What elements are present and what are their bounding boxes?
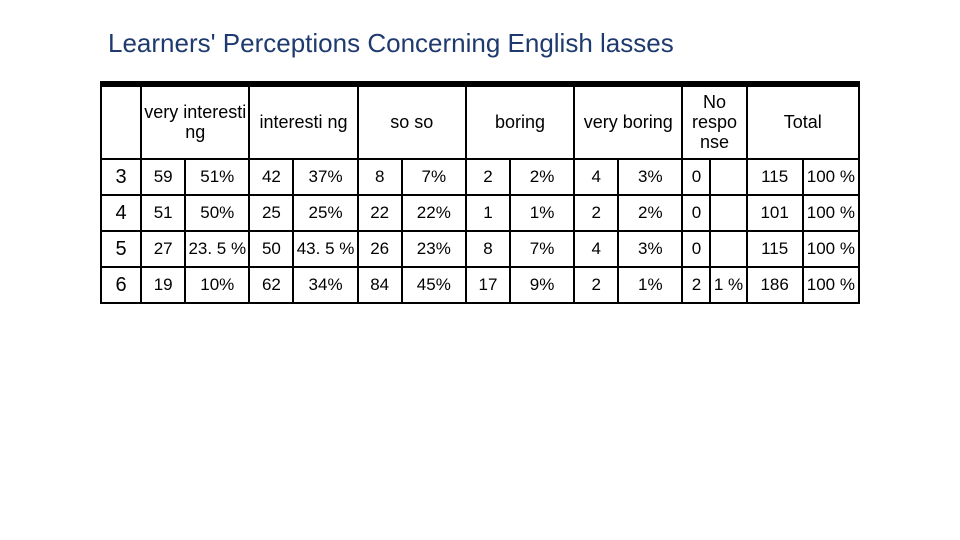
table-cell xyxy=(710,231,746,267)
header-blank xyxy=(101,84,141,159)
header-no-response: No respo nse xyxy=(682,84,746,159)
table-cell: 51 xyxy=(141,195,185,231)
table-cell: 51% xyxy=(185,159,249,195)
table-cell: 7% xyxy=(510,231,574,267)
table-cell: 8 xyxy=(358,159,402,195)
table-cell: 3% xyxy=(618,159,682,195)
table-cell xyxy=(710,195,746,231)
table-cell: 1 % xyxy=(710,267,746,303)
table-cell: 19 xyxy=(141,267,185,303)
table-cell: 25% xyxy=(293,195,357,231)
header-total: Total xyxy=(747,84,859,159)
table-cell: 50% xyxy=(185,195,249,231)
table-cell: 2% xyxy=(618,195,682,231)
table-cell: 34% xyxy=(293,267,357,303)
row-id: 4 xyxy=(101,195,141,231)
table-cell: 84 xyxy=(358,267,402,303)
table-cell xyxy=(710,159,746,195)
table-header: very interesti ng interesti ng so so bor… xyxy=(101,84,859,159)
row-id: 6 xyxy=(101,267,141,303)
table-row: 45150%2525%2222%11%22%0101100 % xyxy=(101,195,859,231)
table-cell: 8 xyxy=(466,231,510,267)
table-cell: 7% xyxy=(402,159,466,195)
header-soso: so so xyxy=(358,84,466,159)
table-cell: 2 xyxy=(466,159,510,195)
table-cell: 100 % xyxy=(803,195,859,231)
header-very-interesting: very interesti ng xyxy=(141,84,249,159)
header-very-boring: very boring xyxy=(574,84,682,159)
table-cell: 115 xyxy=(747,159,803,195)
table-cell: 27 xyxy=(141,231,185,267)
table-cell: 1 xyxy=(466,195,510,231)
table-cell: 115 xyxy=(747,231,803,267)
table-cell: 2 xyxy=(682,267,710,303)
table-cell: 2 xyxy=(574,195,618,231)
table-cell: 0 xyxy=(682,159,710,195)
perceptions-table: very interesti ng interesti ng so so bor… xyxy=(100,81,860,304)
table-cell: 3% xyxy=(618,231,682,267)
table-row: 61910%6234%8445%179%21%21 %186100 % xyxy=(101,267,859,303)
table-cell: 100 % xyxy=(803,231,859,267)
table-cell: 4 xyxy=(574,159,618,195)
table-row: 35951%4237%87%22%43%0 115100 % xyxy=(101,159,859,195)
row-id: 3 xyxy=(101,159,141,195)
table-cell: 62 xyxy=(249,267,293,303)
table-cell: 17 xyxy=(466,267,510,303)
table-cell: 25 xyxy=(249,195,293,231)
table-cell: 50 xyxy=(249,231,293,267)
table-cell: 0 xyxy=(682,231,710,267)
table-cell: 2% xyxy=(510,159,574,195)
table-cell: 22 xyxy=(358,195,402,231)
table-cell: 10% xyxy=(185,267,249,303)
row-id: 5 xyxy=(101,231,141,267)
table-body: 35951%4237%87%22%43%0115100 %45150%2525%… xyxy=(101,159,859,303)
slide: Learners' Perceptions Concerning English… xyxy=(0,0,960,540)
table-cell: 26 xyxy=(358,231,402,267)
table-cell: 1% xyxy=(510,195,574,231)
table-cell: 101 xyxy=(747,195,803,231)
page-title: Learners' Perceptions Concerning English… xyxy=(108,28,860,59)
header-interesting: interesti ng xyxy=(249,84,357,159)
table-row: 52723. 5 %5043. 5 %2623%87%43%0 115100 % xyxy=(101,231,859,267)
header-row: very interesti ng interesti ng so so bor… xyxy=(101,84,859,159)
table-cell: 42 xyxy=(249,159,293,195)
table-cell: 4 xyxy=(574,231,618,267)
header-boring: boring xyxy=(466,84,574,159)
table-cell: 22% xyxy=(402,195,466,231)
table-cell: 37% xyxy=(293,159,357,195)
table-cell: 43. 5 % xyxy=(293,231,357,267)
table-cell: 2 xyxy=(574,267,618,303)
table-cell: 100 % xyxy=(803,159,859,195)
table-cell: 59 xyxy=(141,159,185,195)
table-cell: 0 xyxy=(682,195,710,231)
table-cell: 23. 5 % xyxy=(185,231,249,267)
table-cell: 186 xyxy=(747,267,803,303)
table-cell: 1% xyxy=(618,267,682,303)
table-cell: 23% xyxy=(402,231,466,267)
table-cell: 9% xyxy=(510,267,574,303)
table-cell: 100 % xyxy=(803,267,859,303)
table-cell: 45% xyxy=(402,267,466,303)
